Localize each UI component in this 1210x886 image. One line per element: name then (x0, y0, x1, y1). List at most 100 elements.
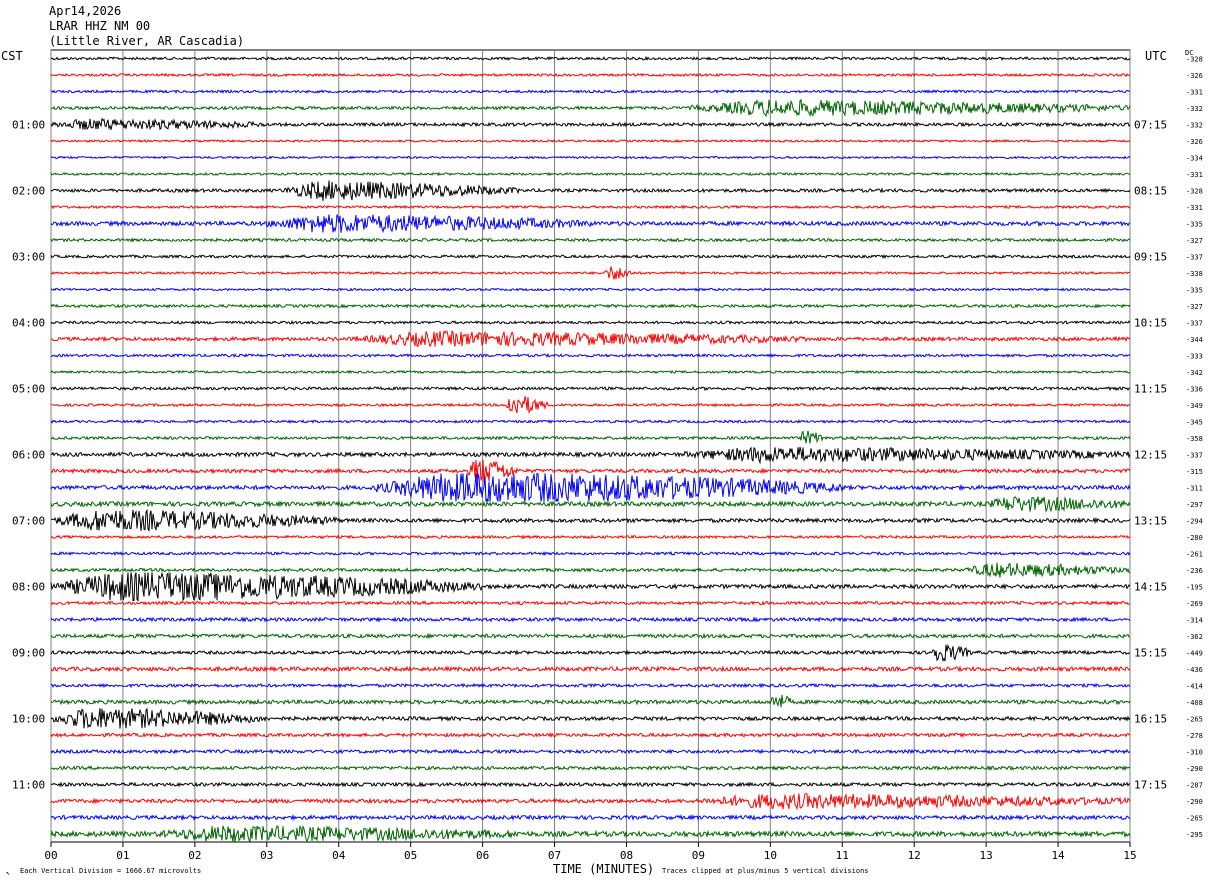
dc-offset-label: -328 (1186, 56, 1203, 64)
trace-line-47 (50, 813, 1131, 822)
trace-line-45 (50, 781, 1131, 788)
trace-line-2 (50, 72, 1131, 78)
dc-offset-label: -327 (1186, 237, 1203, 245)
x-tick-label: 03 (260, 849, 273, 862)
dc-offset-label: -414 (1186, 683, 1203, 691)
axis-labels: 00 01 02 03 04 05 06 07 08 09 10 11 12 13 14 15 01:00 02:… (12, 56, 1203, 863)
trace-line-44 (50, 765, 1131, 772)
trace-line-25 (50, 446, 1131, 465)
x-tick-label: 06 (476, 849, 489, 862)
trace-line-14 (50, 266, 1131, 280)
trace-line-9 (50, 180, 1131, 201)
dc-label: DC (1185, 49, 1194, 57)
dc-offset-label: -269 (1186, 600, 1203, 608)
trace-line-46 (50, 793, 1131, 811)
cst-hour-label: 06:00 (12, 449, 45, 462)
dc-offset-label: -265 (1186, 815, 1203, 823)
dc-offset-label: -332 (1186, 122, 1203, 130)
dc-offset-label: -338 (1186, 270, 1203, 278)
trace-line-8 (50, 171, 1131, 177)
trace-line-4 (50, 98, 1131, 118)
trace-line-23 (50, 419, 1131, 424)
trace-line-26 (50, 459, 1131, 484)
trace-line-36 (50, 632, 1131, 640)
record-date: Apr14,2026 (49, 4, 122, 18)
trace-line-34 (50, 600, 1131, 606)
utc-label: UTC (1145, 49, 1167, 63)
trace-line-19 (50, 352, 1131, 359)
dc-offset-label: -287 (1186, 782, 1203, 790)
trace-line-32 (50, 562, 1131, 578)
dc-offset-label: -335 (1186, 221, 1203, 229)
cst-hour-label: 10:00 (12, 713, 45, 726)
dc-offset-label: -337 (1186, 452, 1203, 460)
utc-hour-label: 14:15 (1134, 581, 1167, 594)
dc-offset-label: -327 (1186, 303, 1203, 311)
dc-offset-label: -362 (1186, 633, 1203, 641)
dc-offset-label: -290 (1186, 765, 1203, 773)
x-tick-label: 13 (980, 849, 993, 862)
dc-offset-label: -344 (1186, 336, 1203, 344)
trace-line-3 (50, 89, 1131, 94)
cst-label: CST (1, 49, 23, 63)
trace-line-20 (50, 369, 1131, 375)
dc-offset-label: -436 (1186, 666, 1203, 674)
trace-line-39 (50, 682, 1131, 689)
time-grid (50, 49, 1131, 843)
trace-line-29 (51, 508, 1131, 532)
utc-hour-label: 10:15 (1134, 317, 1167, 330)
trace-line-33 (50, 571, 1131, 602)
dc-offset-label: -334 (1186, 155, 1203, 163)
trace-line-15 (50, 287, 1131, 292)
cst-hour-label: 07:00 (12, 515, 45, 528)
utc-hour-label: 09:15 (1134, 251, 1167, 264)
trace-line-21 (50, 385, 1131, 392)
utc-hour-label: 12:15 (1134, 449, 1167, 462)
x-tick-label: 01 (116, 849, 129, 862)
dc-offset-label: -449 (1186, 650, 1203, 658)
dc-offset-label: -328 (1186, 188, 1203, 196)
utc-hour-label: 15:15 (1134, 647, 1167, 660)
station-code: LRAR HHZ NM 00 (49, 19, 151, 33)
trace-line-43 (50, 748, 1131, 755)
trace-line-22 (50, 396, 1131, 415)
dc-offset-label: -295 (1186, 831, 1203, 839)
trace-line-24 (51, 430, 1131, 444)
cst-hour-label: 11:00 (12, 779, 45, 792)
dc-offset-label: -297 (1186, 501, 1203, 509)
cst-hour-label: 04:00 (12, 317, 45, 330)
dc-offset-label: -236 (1186, 567, 1203, 575)
dc-offset-label: -326 (1186, 138, 1203, 146)
clip-note: Traces clipped at plus/minus 5 vertical … (662, 867, 869, 875)
x-tick-label: 15 (1123, 849, 1136, 862)
dc-offset-label: -326 (1186, 72, 1203, 80)
cst-hour-label: 09:00 (12, 647, 45, 660)
dc-offset-label: -408 (1186, 699, 1203, 707)
cst-hour-label: 05:00 (12, 383, 45, 396)
dc-offset-label: -280 (1186, 534, 1203, 542)
trace-line-18 (50, 330, 1131, 348)
trace-line-7 (50, 155, 1131, 160)
x-tick-label: 08 (620, 849, 633, 862)
dc-offset-label: -342 (1186, 369, 1203, 377)
utc-hour-label: 07:15 (1134, 119, 1167, 132)
dc-offset-label: -311 (1186, 485, 1203, 493)
dc-offset-label: -336 (1186, 386, 1203, 394)
dc-offset-label: -195 (1186, 584, 1203, 592)
seismic-traces (50, 55, 1131, 844)
dc-offset-label: -337 (1186, 254, 1203, 262)
trace-line-38 (50, 665, 1131, 673)
utc-hour-label: 11:15 (1134, 383, 1167, 396)
utc-hour-label: 13:15 (1134, 515, 1167, 528)
trace-line-16 (50, 303, 1131, 309)
cst-hour-label: 03:00 (12, 251, 45, 264)
dc-offset-label: -332 (1186, 105, 1203, 113)
cst-hour-label: 01:00 (12, 119, 45, 132)
x-tick-label: 14 (1051, 849, 1065, 862)
utc-hour-label: 08:15 (1134, 185, 1167, 198)
x-tick-label: 04 (332, 849, 346, 862)
dc-offset-label: -290 (1186, 798, 1203, 806)
x-tick-label: 02 (188, 849, 201, 862)
utc-hour-label: 17:15 (1134, 779, 1167, 792)
trace-line-10 (50, 204, 1131, 210)
